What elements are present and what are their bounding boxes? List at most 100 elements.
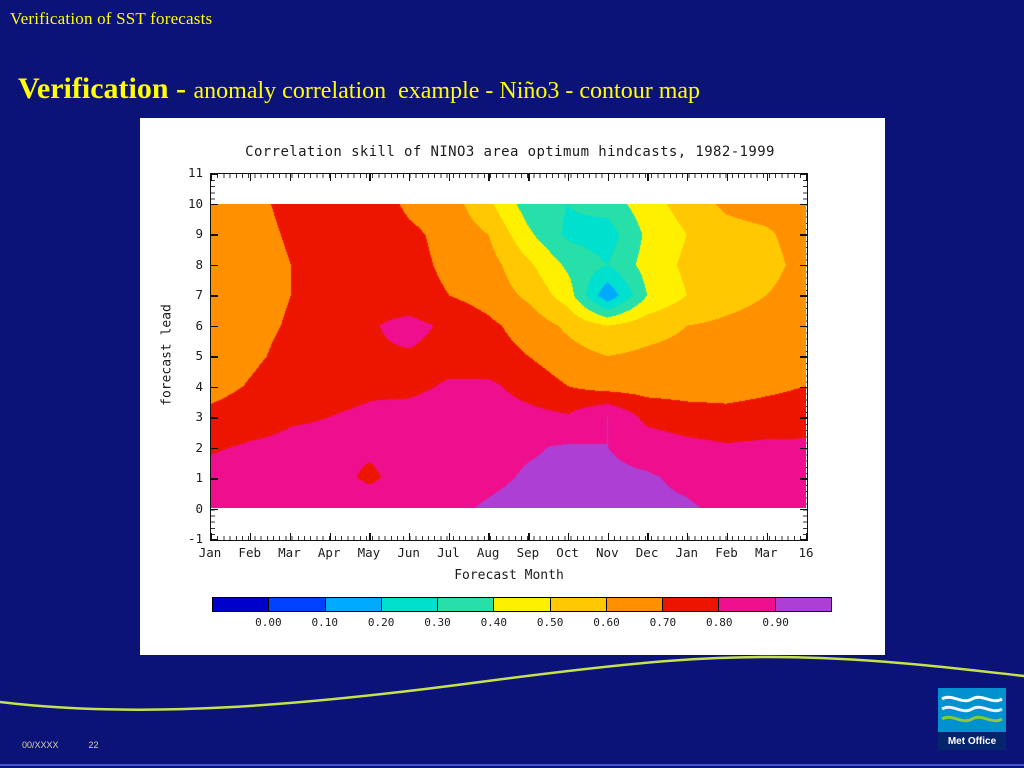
x-tick [607,533,610,540]
x-tick-label: 16 [798,545,814,560]
x-tick [329,533,331,540]
x-tick-label: May [357,545,381,560]
x-tick [329,174,331,181]
y-tick-label: 6 [195,317,203,333]
y-tick-label: 10 [187,195,203,211]
colorbar-label: 0.60 [593,616,620,629]
x-axis-label: Forecast Month [454,568,564,583]
colorbar-segment [381,598,439,611]
x-tick-label: Aug [476,545,500,560]
slide-kicker: Verification of SST forecasts [10,9,213,28]
colorbar-label: 0.80 [706,616,733,629]
colorbar-segment [775,598,831,611]
y-tick [800,447,807,450]
y-tick [211,539,218,541]
y-tick [800,173,807,175]
y-tick [211,234,218,236]
x-tick-label: Sep [516,545,540,560]
colorbar-segment [719,598,776,611]
logo-wave-1-icon [941,695,1003,703]
y-tick [800,325,807,328]
x-tick-label: Feb [238,545,261,560]
x-tick-label: Jan [675,545,699,560]
y-tick [800,539,807,541]
x-tick [210,533,212,540]
bottom-edge-line [0,764,1024,766]
x-tick [369,533,371,540]
y-tick-label: 4 [195,378,203,394]
wave-line [0,655,1024,711]
x-tick [607,174,610,181]
x-tick-labels: Jan Feb Mar Apr May Jun Jul Aug Sep Oct Nov Dec Jan F… [199,545,814,561]
colorbar-segment [663,598,720,611]
x-tick [448,533,451,540]
y-tick [800,356,807,358]
logo-wave-2-icon [941,705,1003,713]
y-tick-labels: 11 10 9 8 7 6 5 4 3 2 1 0 -1 [140,118,203,655]
y-tick [211,203,218,206]
x-tick-label: Jun [397,545,420,560]
x-tick [726,174,729,181]
colorbar-segment [325,598,382,611]
y-tick [800,203,807,206]
x-tick [289,174,292,181]
y-tick [211,325,218,328]
x-tick [687,533,689,540]
x-tick [528,174,530,181]
colorbar-segment [213,598,270,611]
y-tick [211,356,218,358]
y-tick-label: 11 [187,165,203,180]
footer-page-number: 22 [88,740,99,750]
x-tick [806,174,808,181]
x-tick-label: Mar [278,545,301,560]
plot-frame [210,173,808,541]
y-tick [211,447,218,450]
colorbar-label: 0.30 [424,616,451,629]
y-tick [211,386,218,389]
colorbar-labels: 0.00 0.10 0.20 0.30 0.40 0.50 0.60 0.70 0.80 0.90 [212,616,832,630]
x-tick [647,533,649,540]
x-tick-label: Jan [198,545,222,560]
slide-footer: 00/XXXX 22 [22,740,99,750]
y-tick [800,234,807,236]
y-tick-label: -1 [187,531,203,546]
x-tick [567,533,570,540]
y-tick [800,295,807,297]
logo-text-bar [938,732,1006,750]
slide-title-rest: anomaly correlation example - Niño3 - co… [193,78,701,104]
x-tick-label: Oct [556,545,579,560]
x-axis-minor-ticks-top [211,174,807,178]
chart-panel: Correlation skill of NINO3 area optimum … [140,118,885,655]
x-tick [369,174,371,181]
x-tick [289,533,292,540]
x-tick [488,174,490,181]
met-office-logo: Met Office [938,688,1006,750]
x-tick [408,533,411,540]
x-tick [766,533,768,540]
x-tick [250,533,252,540]
x-tick [766,174,768,181]
x-tick [528,533,530,540]
y-tick-label: 2 [195,439,203,455]
x-tick [448,174,451,181]
x-tick-label: Feb [715,545,738,560]
x-tick [806,533,808,540]
colorbar-label: 0.20 [367,616,395,629]
x-tick [210,174,212,181]
colorbar-segment [550,598,607,611]
y-tick [800,386,807,389]
x-tick-label: Apr [317,545,341,560]
logo-text: Met Office [948,736,997,747]
x-axis-minor-ticks [211,536,807,540]
colorbar-segment [494,598,551,611]
colorbar-label: 0.00 [255,616,282,629]
y-tick [211,295,218,297]
x-tick [250,174,252,181]
slide-title: Verification - anomaly correlation examp… [10,54,700,106]
colorbar-segment [269,598,326,611]
y-tick [800,478,807,480]
x-tick-label: Dec [635,545,659,560]
y-tick-label: 9 [195,226,203,241]
y-tick-label: 7 [195,287,203,302]
y-tick [800,417,807,419]
